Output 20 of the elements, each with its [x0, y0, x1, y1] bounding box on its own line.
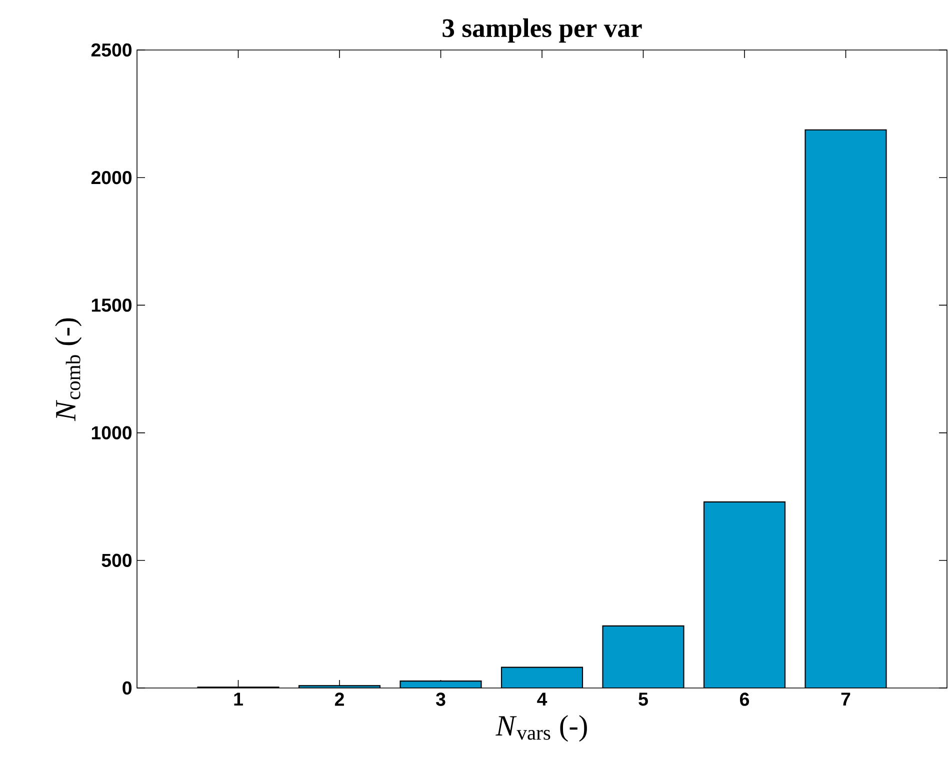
y-tick-label: 2000 [91, 170, 132, 184]
bar [704, 502, 785, 688]
y-tick-label: 1500 [92, 298, 132, 312]
x-tick-label: 4 [537, 692, 548, 706]
x-tick-label: 7 [841, 692, 850, 706]
x-tick-label: 5 [638, 692, 648, 706]
y-axis-title: N$_{comb}$ (-) [55, 318, 82, 422]
y-tick-label: 500 [102, 554, 132, 567]
y-tick-label: 1000 [92, 426, 132, 440]
bar [602, 626, 684, 688]
chart-title: 3 samples per var [442, 18, 642, 43]
y-tick-label: 0 [122, 681, 132, 695]
x-axis-title: N$_{vars}$ (-) [496, 715, 587, 742]
x-tick-label: 3 [436, 692, 446, 706]
x-tick-label: 2 [334, 692, 344, 706]
y-tick-label: 2500 [91, 43, 132, 57]
x-tick-label: 1 [234, 692, 243, 706]
bar [502, 667, 582, 688]
bar [804, 129, 887, 688]
x-tick-label: 6 [740, 692, 750, 706]
